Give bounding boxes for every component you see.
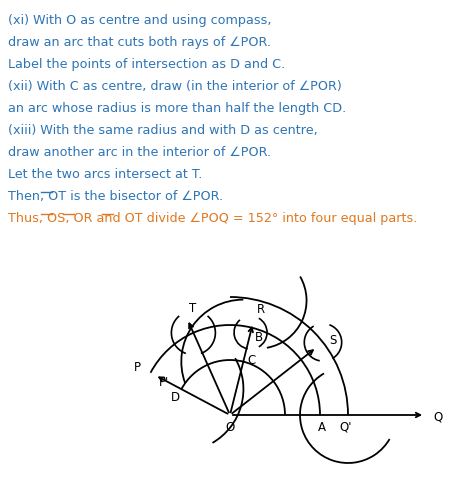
Text: draw another arc in the interior of ∠POR.: draw another arc in the interior of ∠POR… <box>8 146 270 159</box>
Text: A: A <box>317 421 325 434</box>
Text: Label the points of intersection as D and C.: Label the points of intersection as D an… <box>8 58 285 71</box>
Text: Q: Q <box>432 410 441 423</box>
Text: Let the two arcs intersect at T.: Let the two arcs intersect at T. <box>8 168 202 181</box>
Text: Then, OT is the bisector of ∠POR.: Then, OT is the bisector of ∠POR. <box>8 190 223 203</box>
Text: C: C <box>247 354 255 367</box>
Text: R: R <box>257 303 265 316</box>
Text: O: O <box>225 421 234 434</box>
Text: an arc whose radius is more than half the length CD.: an arc whose radius is more than half th… <box>8 102 346 115</box>
Text: (xii) With C as centre, draw (in the interior of ∠POR): (xii) With C as centre, draw (in the int… <box>8 80 341 93</box>
Text: Q': Q' <box>339 421 352 434</box>
Text: draw an arc that cuts both rays of ∠POR.: draw an arc that cuts both rays of ∠POR. <box>8 36 270 49</box>
Text: D: D <box>170 391 179 404</box>
Text: B: B <box>254 331 262 343</box>
Text: T: T <box>189 302 196 314</box>
Text: S: S <box>328 335 336 347</box>
Text: Thus, OS, OR and OT divide ∠POQ = 152° into four equal parts.: Thus, OS, OR and OT divide ∠POQ = 152° i… <box>8 212 416 225</box>
Text: (xiii) With the same radius and with D as centre,: (xiii) With the same radius and with D a… <box>8 124 317 137</box>
Text: (xi) With O as centre and using compass,: (xi) With O as centre and using compass, <box>8 14 271 27</box>
Text: P: P <box>134 361 140 374</box>
Text: P': P' <box>158 375 168 389</box>
